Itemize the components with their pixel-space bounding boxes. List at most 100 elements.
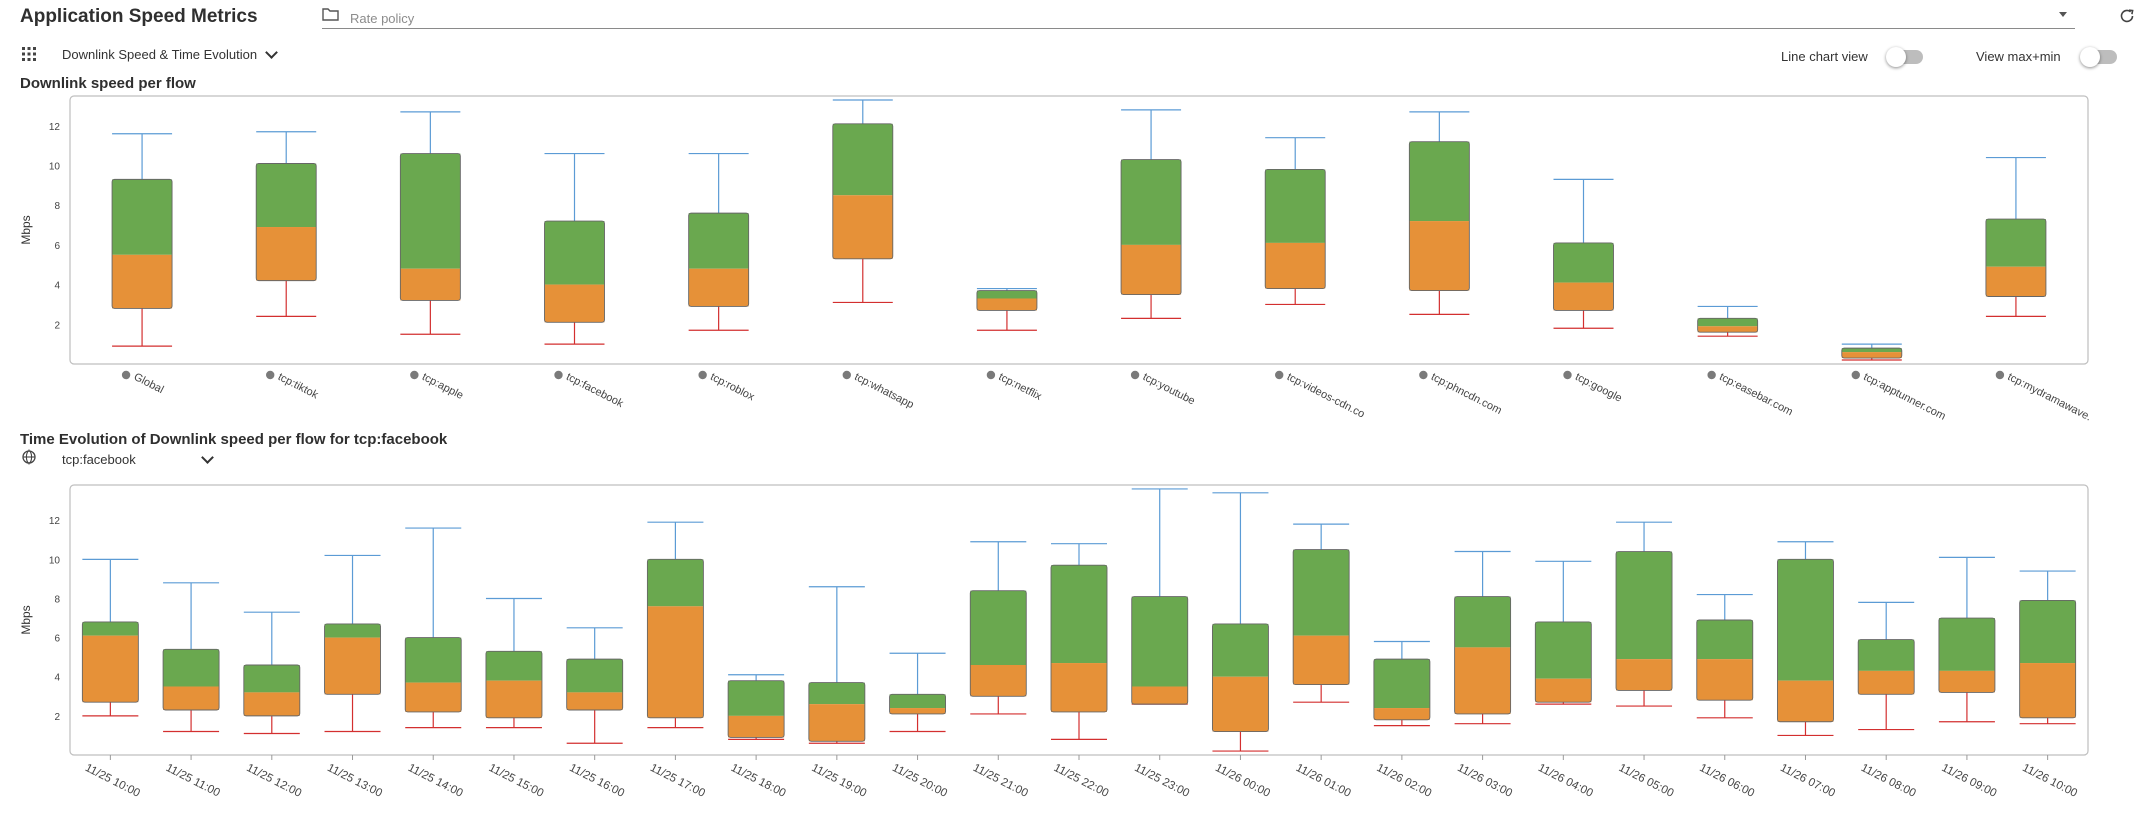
chart-frame xyxy=(69,95,2089,365)
box-12 xyxy=(1841,343,1903,361)
category-dot xyxy=(121,370,131,380)
lower-box xyxy=(1535,678,1592,703)
box-7 xyxy=(1120,109,1182,319)
x-tick-label: 11/26 02:00 xyxy=(1375,762,1434,800)
box-outline xyxy=(566,658,624,711)
box-outline xyxy=(111,178,173,309)
box-outline xyxy=(1841,347,1903,359)
upper-box xyxy=(1858,639,1915,671)
box-outline xyxy=(1120,159,1182,295)
box-outline xyxy=(1985,218,2047,297)
refresh-icon[interactable] xyxy=(2118,7,2136,25)
box-outline xyxy=(1553,242,1614,311)
box-outline xyxy=(485,650,543,719)
y-tick-label: 8 xyxy=(54,201,60,212)
upper-box xyxy=(1131,596,1188,687)
lower-box xyxy=(256,227,317,281)
lower-box xyxy=(1131,686,1188,705)
y-tick-label: 4 xyxy=(54,281,60,292)
lower-box xyxy=(112,254,173,309)
x-tick-label: 11/25 22:00 xyxy=(1052,762,1111,800)
line-chart-view-toggle[interactable] xyxy=(1886,47,1923,67)
rate-policy-select[interactable] xyxy=(322,8,2075,29)
box-3 xyxy=(324,554,381,733)
upper-box xyxy=(889,694,946,709)
upper-box xyxy=(112,179,173,255)
x-tick-label: 11/26 06:00 xyxy=(1697,762,1756,800)
category-dot xyxy=(986,370,996,380)
chevron-down-icon[interactable] xyxy=(2059,12,2067,17)
upper-box xyxy=(243,665,300,693)
box-3 xyxy=(544,152,605,345)
box-15 xyxy=(1292,523,1350,703)
rate-policy-input[interactable] xyxy=(348,10,1952,27)
upper-box xyxy=(400,153,461,269)
x-tick-label: 11/26 04:00 xyxy=(1536,762,1595,800)
box-10 xyxy=(1553,178,1614,329)
lower-box xyxy=(832,195,893,259)
lower-box xyxy=(1409,221,1470,291)
box-0 xyxy=(81,558,139,717)
upper-box xyxy=(163,649,220,687)
view-max-min-toggle[interactable] xyxy=(2080,47,2117,67)
view-select[interactable]: Downlink Speed & Time Evolution xyxy=(62,46,278,62)
box-outline xyxy=(1050,564,1108,713)
upper-box xyxy=(728,680,785,716)
lower-box xyxy=(1841,352,1902,359)
upper-box xyxy=(970,590,1027,665)
box-outline xyxy=(969,590,1027,697)
box-outline xyxy=(1615,551,1673,691)
box-11 xyxy=(969,541,1027,715)
lower-box xyxy=(1373,708,1430,720)
upper-box xyxy=(688,213,749,269)
box-outline xyxy=(1857,639,1915,695)
box-8 xyxy=(727,674,785,740)
upper-box xyxy=(832,123,893,196)
upper-box xyxy=(1212,623,1269,677)
category-dot xyxy=(698,370,707,380)
box-outline xyxy=(727,680,785,738)
category-dot xyxy=(554,370,563,380)
lower-box xyxy=(400,268,461,301)
lower-box xyxy=(1777,680,1834,722)
lower-box xyxy=(647,606,704,718)
x-tick-label: 11/26 09:00 xyxy=(1940,762,1999,800)
box-outline xyxy=(162,648,220,711)
category-dot xyxy=(842,370,851,380)
globe-icon xyxy=(22,449,36,465)
y-axis-label: Mbps xyxy=(19,215,33,244)
folder-icon xyxy=(322,8,339,21)
box-outline xyxy=(646,558,704,719)
lower-box xyxy=(728,715,785,738)
box-9 xyxy=(1408,111,1470,315)
box-10 xyxy=(889,652,947,733)
upper-box xyxy=(1777,559,1834,681)
lower-box xyxy=(485,680,542,718)
upper-box xyxy=(1697,318,1758,327)
box-13 xyxy=(1985,156,2047,317)
box-outline xyxy=(808,682,866,742)
lower-box xyxy=(243,692,300,716)
lower-box xyxy=(163,686,220,710)
lower-box xyxy=(1616,659,1673,691)
upper-box xyxy=(808,682,865,705)
box-21 xyxy=(1777,541,1834,737)
box-outline xyxy=(1408,141,1470,291)
box-outline xyxy=(1131,596,1189,705)
box-outline xyxy=(976,290,1038,311)
flow-select[interactable]: tcp:facebook xyxy=(62,451,214,467)
lower-box xyxy=(970,665,1027,697)
category-dot xyxy=(1851,370,1860,380)
lower-box xyxy=(889,708,946,714)
lower-box xyxy=(808,704,865,742)
box-2 xyxy=(399,111,461,335)
upper-box xyxy=(976,290,1037,299)
lower-box xyxy=(82,635,139,703)
x-tick-label: 11/25 17:00 xyxy=(648,762,707,800)
box-outline xyxy=(2019,599,2077,719)
category-dot xyxy=(1563,370,1572,380)
apps-grid-icon[interactable] xyxy=(22,47,36,61)
upper-box xyxy=(1373,659,1430,709)
box-outline xyxy=(544,220,605,323)
